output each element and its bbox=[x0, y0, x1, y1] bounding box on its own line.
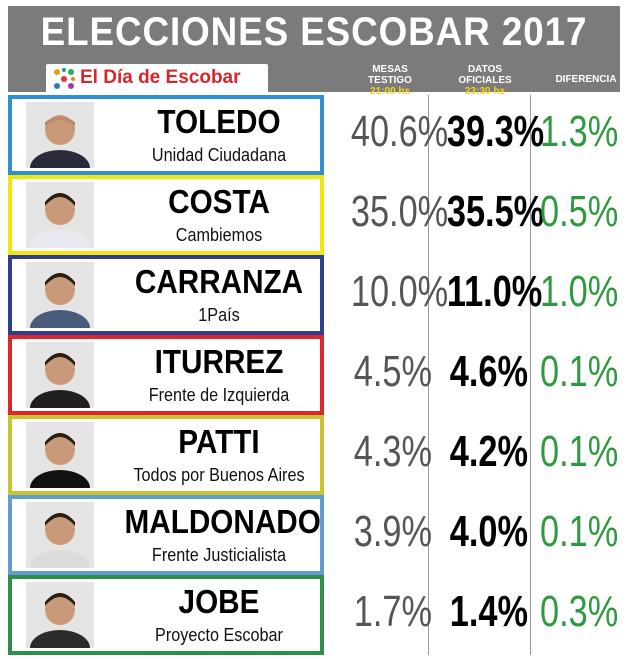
col-mesas-line2: TESTIGO bbox=[368, 75, 412, 86]
candidate-card: COSTA Cambiemos bbox=[8, 175, 324, 255]
candidate-name: MALDONADO bbox=[124, 503, 321, 540]
candidate-row: ITURREZ Frente de Izquierda 4.5% 4.6% 0.… bbox=[8, 335, 620, 415]
mesas-value: 35.0% bbox=[350, 187, 449, 236]
candidate-party: Frente de Izquierda bbox=[148, 385, 290, 405]
diferencia-value: 0.1% bbox=[540, 507, 619, 556]
datos-value: 11.0% bbox=[446, 267, 543, 316]
candidate-name: CARRANZA bbox=[134, 263, 304, 300]
candidate-photo-icon bbox=[26, 502, 94, 568]
header-bar: ELECCIONES ESCOBAR 2017 El Día de Escoba… bbox=[8, 6, 620, 97]
candidate-party: Todos por Buenos Aires bbox=[133, 465, 305, 485]
mesas-value: 40.6% bbox=[350, 107, 449, 156]
col-datos-line1: DATOS bbox=[467, 64, 503, 75]
candidate-party: Cambiemos bbox=[175, 225, 263, 245]
candidate-party: Proyecto Escobar bbox=[155, 625, 283, 645]
candidate-photo bbox=[26, 582, 94, 648]
candidate-row: COSTA Cambiemos 35.0% 35.5% 0.5% bbox=[8, 175, 620, 255]
candidate-photo bbox=[26, 102, 94, 168]
candidate-card: ITURREZ Frente de Izquierda bbox=[8, 335, 324, 415]
candidate-photo-icon bbox=[26, 342, 94, 408]
candidate-party: Unidad Ciudadana bbox=[151, 145, 287, 165]
page-title: ELECCIONES ESCOBAR 2017 bbox=[40, 10, 588, 54]
candidate-photo bbox=[26, 182, 94, 248]
candidate-row: TOLEDO Unidad Ciudadana 40.6% 39.3% 1.3% bbox=[8, 95, 620, 175]
col-header-diferencia: DIFERENCIA bbox=[555, 74, 617, 85]
candidate-photo-icon bbox=[26, 262, 94, 328]
col-datos-time: 23:30 hs bbox=[464, 86, 506, 97]
column-divider bbox=[428, 95, 429, 655]
candidate-photo bbox=[26, 502, 94, 568]
candidate-row: PATTI Todos por Buenos Aires 4.3% 4.2% 0… bbox=[8, 415, 620, 495]
candidate-photo-icon bbox=[26, 182, 94, 248]
diferencia-value: 1.0% bbox=[540, 267, 619, 316]
datos-value: 4.0% bbox=[449, 507, 528, 556]
candidate-photo bbox=[26, 422, 94, 488]
logo: El Día de Escobar bbox=[46, 64, 268, 94]
candidate-photo-icon bbox=[26, 102, 94, 168]
datos-value: 39.3% bbox=[446, 107, 545, 156]
col-mesas-time: 21:00 hs bbox=[369, 86, 411, 97]
candidate-name: JOBE bbox=[178, 583, 260, 620]
candidate-photo bbox=[26, 262, 94, 328]
candidate-name: PATTI bbox=[178, 423, 260, 460]
candidate-card: TOLEDO Unidad Ciudadana bbox=[8, 95, 324, 175]
candidate-name: ITURREZ bbox=[154, 343, 284, 380]
col-header-datos: DATOS OFICIALES 23:30 hs bbox=[440, 64, 530, 97]
diferencia-value: 0.1% bbox=[540, 347, 619, 396]
diferencia-value: 0.1% bbox=[540, 427, 619, 476]
candidate-party: 1País bbox=[198, 305, 240, 325]
logo-dots-icon bbox=[54, 68, 75, 89]
datos-value: 35.5% bbox=[446, 187, 545, 236]
candidate-party: Frente Justicialista bbox=[151, 545, 287, 565]
diferencia-value: 1.3% bbox=[540, 107, 619, 156]
diferencia-value: 0.3% bbox=[540, 587, 619, 636]
candidate-photo-icon bbox=[26, 582, 94, 648]
col-datos-line2: OFICIALES bbox=[458, 75, 512, 86]
candidate-card: CARRANZA 1País bbox=[8, 255, 324, 335]
candidate-card: MALDONADO Frente Justicialista bbox=[8, 495, 324, 575]
mesas-value: 10.0% bbox=[350, 267, 449, 316]
diferencia-value: 0.5% bbox=[540, 187, 619, 236]
column-divider bbox=[530, 95, 531, 655]
col-mesas-line1: MESAS bbox=[372, 64, 408, 75]
col-header-mesas: MESAS TESTIGO 21:00 hs bbox=[352, 64, 428, 97]
candidate-photo-icon bbox=[26, 422, 94, 488]
candidate-card: JOBE Proyecto Escobar bbox=[8, 575, 324, 655]
candidate-row: MALDONADO Frente Justicialista 3.9% 4.0%… bbox=[8, 495, 620, 575]
candidate-photo bbox=[26, 342, 94, 408]
candidate-row: JOBE Proyecto Escobar 1.7% 1.4% 0.3% bbox=[8, 575, 620, 655]
datos-value: 4.6% bbox=[449, 347, 528, 396]
mesas-value: 4.3% bbox=[353, 427, 432, 476]
candidate-name: TOLEDO bbox=[157, 103, 281, 140]
datos-value: 1.4% bbox=[449, 587, 528, 636]
candidate-name: COSTA bbox=[168, 183, 270, 220]
logo-text: El Día de Escobar bbox=[80, 67, 241, 88]
mesas-value: 4.5% bbox=[353, 347, 432, 396]
mesas-value: 1.7% bbox=[353, 587, 432, 636]
mesas-value: 3.9% bbox=[353, 507, 432, 556]
candidate-row: CARRANZA 1País 10.0% 11.0% 1.0% bbox=[8, 255, 620, 335]
datos-value: 4.2% bbox=[449, 427, 528, 476]
candidate-card: PATTI Todos por Buenos Aires bbox=[8, 415, 324, 495]
